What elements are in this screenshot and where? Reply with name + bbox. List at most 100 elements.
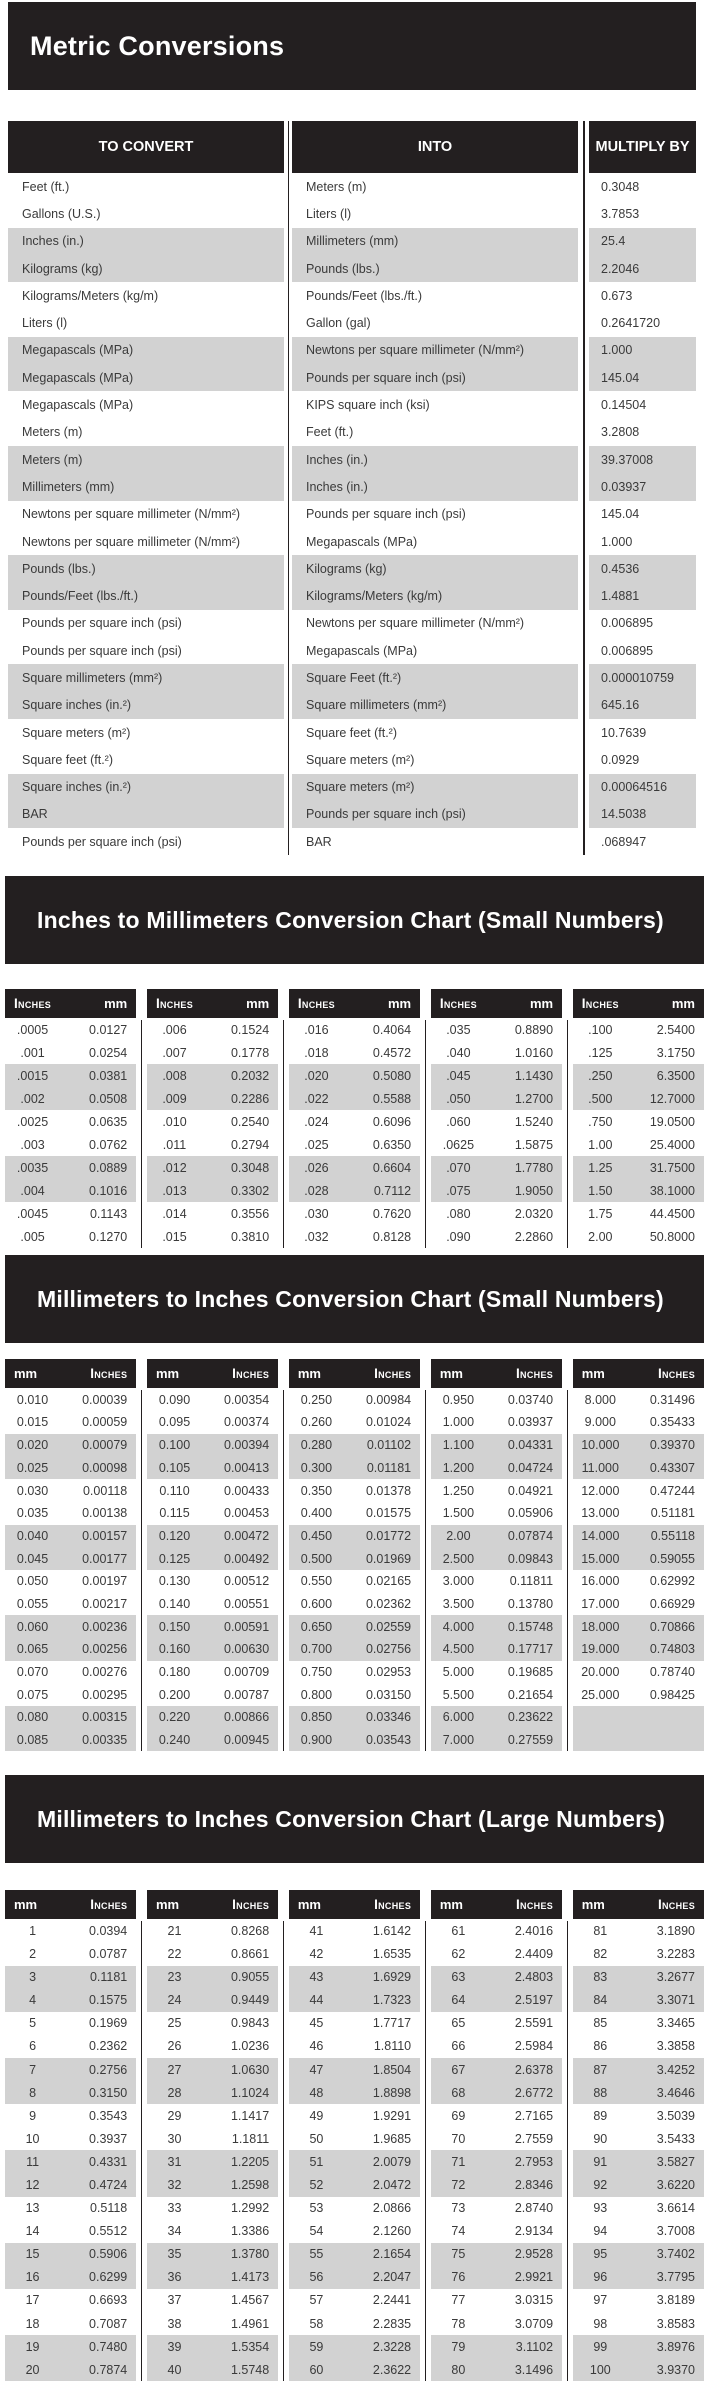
- cell-value: 2.4409: [514, 1947, 554, 1962]
- conversion-subtable: mm Inches 0.010 0.00039 0.015 0.00059 0.020 0.0…: [5, 1359, 137, 1752]
- cell-value: 0.085: [16, 1733, 49, 1748]
- table-cell-into: Kilograms (kg): [292, 555, 578, 583]
- table-cell-factor: 14.5038: [589, 800, 696, 829]
- table-row: .010 0.2540: [147, 1110, 278, 1133]
- cell-value: 3.8189: [656, 2293, 695, 2308]
- table-row: 0.070 0.00276: [5, 1661, 136, 1684]
- table-cell-into: BAR: [306, 834, 332, 849]
- column-header: mm: [155, 1897, 180, 1913]
- cell-value: 0.800: [300, 1687, 333, 1702]
- table-cell-into: Gallon (gal): [306, 316, 371, 331]
- table-cell-into: Pounds (lbs.): [292, 254, 578, 283]
- cell-value: 3.3465: [656, 2016, 695, 2031]
- table-cell-factor: 0.000010759: [589, 664, 696, 692]
- metric-column-to-convert: TO CONVERT Feet (ft.) Gallons (U.S.) Inche…: [8, 121, 284, 855]
- cell-value: 0.00433: [224, 1483, 270, 1498]
- cell-value: 70: [451, 2131, 466, 2146]
- cell-value: 77: [451, 2293, 466, 2308]
- cell-value: 1.9685: [372, 2131, 412, 2146]
- cell-value: 0.850: [300, 1710, 333, 1725]
- cell-value: 3.500: [442, 1596, 475, 1611]
- cell-value: 1.5748: [230, 2362, 270, 2377]
- cell-value: 0.6693: [89, 2293, 128, 2308]
- table-row: 0.045 0.00177: [5, 1547, 137, 1570]
- table-row: 1.25 31.7500: [572, 1156, 704, 1180]
- cell-value: 0.02165: [365, 1574, 412, 1589]
- column-header: mm: [246, 996, 270, 1012]
- table-row: 0.800 0.03150: [289, 1683, 420, 1706]
- cell-value: 10: [25, 2131, 40, 2146]
- column-header: mm: [671, 996, 695, 1012]
- table-row: .018 0.4572: [289, 1041, 420, 1064]
- cell-value: 0.6350: [372, 1137, 412, 1152]
- cell-value: 0.700: [300, 1642, 333, 1657]
- cell-value: 6.3500: [656, 1068, 695, 1083]
- cell-value: 0.00787: [224, 1687, 270, 1702]
- conversion-subtable: mm Inches 8.000 0.31496 9.000 0.35433 10.000 0.…: [572, 1359, 704, 1752]
- table-row: .022 0.5588: [288, 1087, 421, 1111]
- table-row: .006 0.1524: [147, 1018, 278, 1041]
- cell-value: 3.3858: [656, 2039, 695, 2054]
- table-row: 0.030 0.00118: [5, 1479, 136, 1502]
- table-row: 0.060 0.00236: [5, 1615, 137, 1638]
- cell-value: 0.080: [16, 1710, 49, 1725]
- table-row: .005 0.1270: [5, 1225, 136, 1248]
- cell-value: 0.035: [16, 1506, 49, 1521]
- table-cell-factor: 0.2641720: [601, 316, 661, 331]
- table-row: 10.000 0.39370: [572, 1433, 704, 1457]
- cell-value: .009: [162, 1091, 187, 1106]
- cell-value: 1.9050: [514, 1183, 554, 1198]
- table-cell-from: Feet (ft.): [22, 179, 70, 194]
- subtable-header: mm Inches: [572, 1890, 704, 1920]
- subtable-divider: [136, 1890, 147, 2382]
- cell-value: 0.00335: [82, 1733, 128, 1748]
- cell-value: 0.2794: [230, 1137, 270, 1152]
- subtable-header: Inches mm: [288, 989, 421, 1019]
- table-row: 52 2.0472: [288, 2173, 421, 2197]
- cell-value: 0.00354: [224, 1392, 270, 1407]
- cell-value: 16.000: [581, 1574, 620, 1589]
- table-row: 0.040 0.00157: [5, 1524, 137, 1548]
- table-row: 91 3.5827: [572, 2150, 704, 2174]
- cell-value: 40: [167, 2362, 182, 2377]
- table-row: 87 3.4252: [572, 2057, 704, 2082]
- table-cell-from: Megapascals (MPa): [8, 336, 284, 365]
- table-row: 18.000 0.70866: [572, 1615, 704, 1638]
- table-row: 0.100 0.00394: [146, 1433, 279, 1457]
- table-row: 4.000 0.15748: [430, 1615, 563, 1638]
- table-cell-into: Newtons per square millimeter (N/mm²): [306, 616, 525, 631]
- cell-value: 1.0236: [230, 2039, 270, 2054]
- cell-value: 0.00866: [224, 1710, 270, 1725]
- table-row: .500 12.7000: [572, 1087, 704, 1111]
- conversion-subtable: Inches mm .016 0.4064.018 0.4572.020 0.5080.0…: [288, 989, 421, 1248]
- cell-value: 0.0762: [89, 1137, 128, 1152]
- table-cell-factor: 0.673: [601, 288, 633, 303]
- table-row: 0.950 0.03740: [431, 1388, 562, 1411]
- table-row: 20 0.7874: [5, 2358, 137, 2382]
- cell-value: 0.450: [300, 1528, 333, 1543]
- cell-value: 0.00138: [82, 1506, 128, 1521]
- table-row: 1.00 25.4000: [573, 1133, 704, 1156]
- table-row: 22 0.8661: [147, 1943, 278, 1966]
- cell-value: 68: [451, 2085, 466, 2100]
- cell-value: 24: [167, 1993, 182, 2008]
- table-cell-from: Millimeters (mm): [8, 473, 284, 501]
- table-row: 0.050 0.00197: [5, 1570, 136, 1593]
- cell-value: 3.2283: [656, 1947, 695, 1962]
- cell-value: 0.00295: [82, 1687, 128, 1702]
- cell-value: 29: [167, 2108, 182, 2123]
- cell-value: 1.200: [442, 1460, 475, 1475]
- cell-value: 60: [309, 2362, 324, 2377]
- cell-value: .500: [588, 1091, 613, 1106]
- cell-value: .0045: [16, 1206, 49, 1221]
- table-cell-factor: 0.14504: [601, 398, 647, 413]
- cell-value: 0.03346: [365, 1710, 412, 1725]
- table-row: 21 0.8268: [147, 1919, 278, 1942]
- table-row: .025 0.6350: [289, 1133, 420, 1156]
- cell-value: 0.17717: [507, 1642, 554, 1657]
- column-header: Inches: [657, 1366, 695, 1382]
- cell-value: 22: [167, 1947, 182, 1962]
- column-header: Inches: [516, 1366, 554, 1382]
- cell-value: .014: [162, 1206, 187, 1221]
- cell-value: 3: [29, 1970, 37, 1985]
